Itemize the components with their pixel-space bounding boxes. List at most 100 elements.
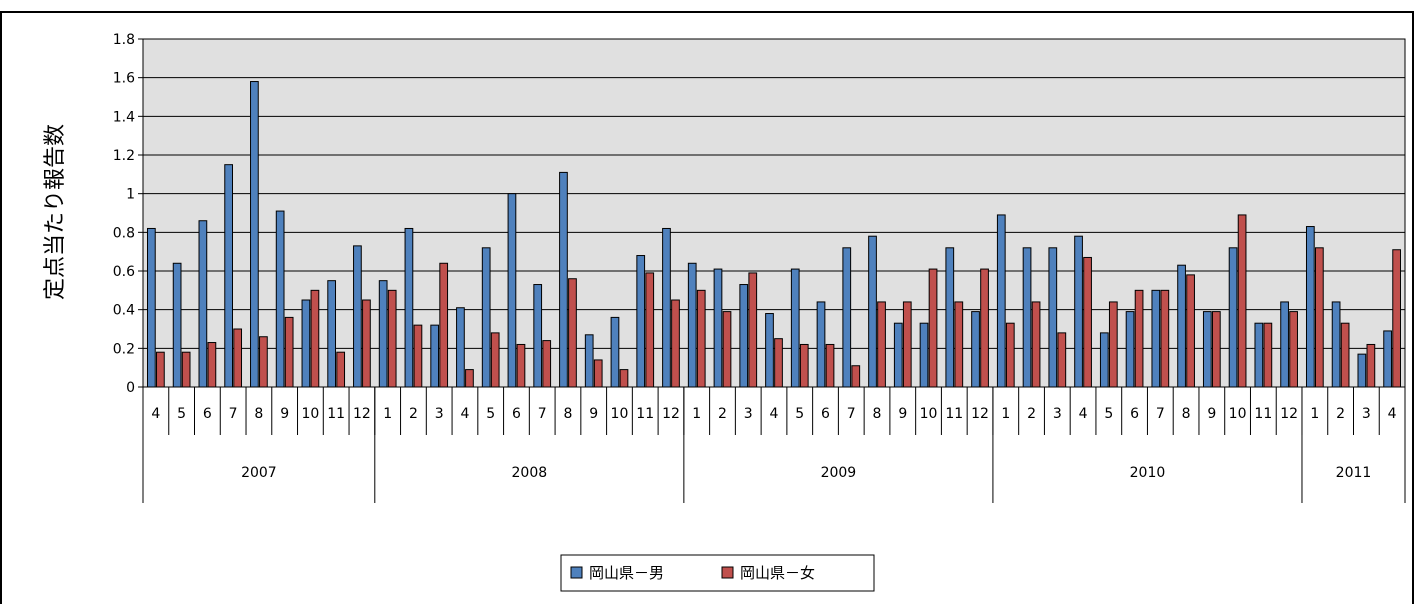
month-label: 1	[1001, 406, 1010, 422]
bar-male	[636, 255, 646, 388]
month-label: 8	[563, 406, 572, 422]
legend-swatch	[570, 566, 583, 579]
bar-female	[516, 343, 526, 388]
month-label: 5	[177, 406, 186, 422]
legend-entry: 岡山県－女	[740, 564, 815, 582]
bar-female	[1083, 256, 1092, 388]
month-label: 10	[611, 406, 629, 422]
bar-female	[1237, 214, 1247, 388]
y-tick-label: 0.6	[113, 264, 135, 280]
bar-male	[250, 81, 259, 388]
bar-female	[310, 289, 320, 388]
bar-male	[842, 247, 852, 388]
bar-female	[1005, 322, 1015, 388]
legend-box	[560, 554, 875, 592]
y-tick-label: 0.8	[113, 225, 135, 241]
month-label: 1	[692, 406, 701, 422]
month-label: 9	[1207, 406, 1216, 422]
month-label: 3	[1362, 406, 1371, 422]
y-tick-label: 0.4	[113, 303, 135, 319]
month-label: 7	[229, 406, 238, 422]
bar-female	[1108, 301, 1118, 388]
month-label: 11	[945, 406, 963, 422]
bar-male	[456, 307, 465, 388]
legend: 岡山県－男 岡山県－女	[560, 554, 875, 592]
bar-male	[147, 227, 156, 388]
month-label: 12	[1280, 406, 1298, 422]
month-label: 8	[1182, 406, 1191, 422]
month-label: 6	[821, 406, 830, 422]
bar-female	[233, 328, 243, 388]
bar-female	[877, 301, 886, 388]
month-label: 12	[971, 406, 989, 422]
bar-female	[619, 369, 629, 388]
bar-male	[327, 280, 337, 388]
month-label: 11	[327, 406, 345, 422]
bar-male	[713, 268, 723, 388]
bar-male	[996, 214, 1006, 388]
month-label: 2	[718, 406, 727, 422]
year-label: 2007	[241, 465, 277, 481]
month-label: 2	[1336, 406, 1345, 422]
bar-female	[568, 278, 577, 388]
bar-female	[362, 299, 371, 388]
bar-male	[790, 268, 800, 388]
bar-female	[439, 262, 449, 388]
bar-female	[774, 338, 783, 388]
bar-male	[224, 164, 233, 388]
bar-female	[259, 336, 268, 388]
bar-male	[430, 324, 440, 388]
month-label: 7	[1156, 406, 1165, 422]
bar-female	[671, 299, 680, 388]
bar-female	[156, 351, 165, 388]
bar-male	[533, 284, 543, 388]
bar-female	[902, 301, 912, 388]
bar-male	[919, 322, 929, 388]
bar-female	[799, 343, 809, 388]
y-axis-label: 定点当たり報告数	[43, 124, 68, 300]
bar-female	[1160, 289, 1170, 388]
bar-female	[207, 342, 217, 388]
bar-female	[1263, 322, 1273, 388]
legend-entry: 岡山県－男	[589, 564, 664, 582]
bar-male	[1305, 226, 1315, 388]
month-label: 8	[254, 406, 263, 422]
month-label: 3	[744, 406, 753, 422]
year-label: 2008	[512, 465, 548, 481]
month-label: 6	[203, 406, 212, 422]
bar-female	[387, 289, 397, 388]
bar-female	[1211, 311, 1221, 388]
bar-male	[1177, 264, 1186, 388]
month-label: 7	[847, 406, 856, 422]
bar-female	[1289, 311, 1298, 388]
bar-female	[645, 272, 655, 388]
month-label: 3	[435, 406, 444, 422]
month-label: 5	[795, 406, 804, 422]
bar-male	[1048, 247, 1058, 388]
bar-male	[610, 316, 620, 388]
bar-male	[868, 235, 877, 388]
bar-female	[593, 359, 603, 388]
bar-male	[1357, 353, 1367, 388]
bar-male	[1151, 289, 1161, 388]
bar-male	[893, 322, 903, 388]
bar-female	[542, 340, 552, 388]
bar-male	[404, 227, 414, 388]
y-tick-label: 1.2	[113, 148, 135, 164]
bar-male	[1074, 235, 1083, 388]
month-label: 12	[353, 406, 371, 422]
bar-female	[1031, 301, 1041, 388]
bar-male	[739, 284, 749, 388]
bar-female	[1057, 332, 1067, 388]
month-label: 10	[920, 406, 938, 422]
y-tick-label: 0	[126, 380, 135, 396]
bar-male	[275, 210, 285, 388]
bar-male	[1331, 301, 1341, 388]
month-label: 11	[1254, 406, 1272, 422]
bar-male	[687, 262, 697, 388]
year-label: 2010	[1130, 465, 1166, 481]
month-label: 11	[636, 406, 654, 422]
month-label: 8	[873, 406, 882, 422]
month-label: 10	[301, 406, 319, 422]
